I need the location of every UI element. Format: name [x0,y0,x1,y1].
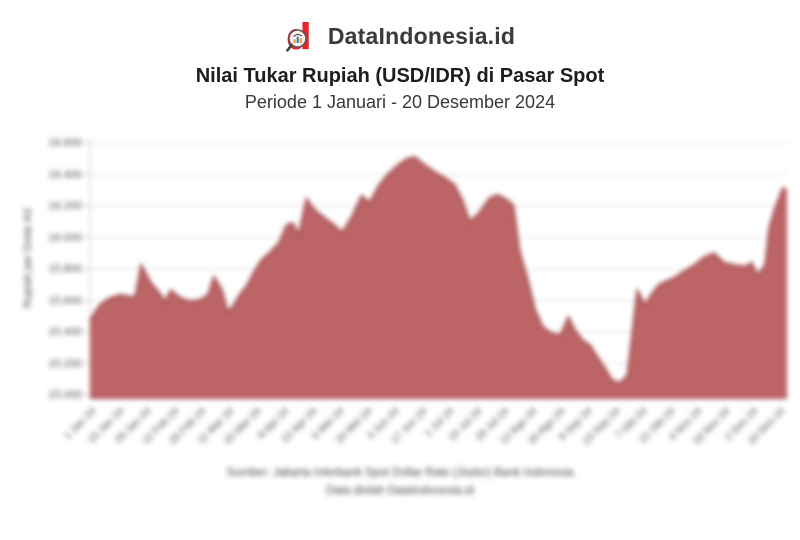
brand-name: DataIndonesia.id [327,22,516,49]
header: d DataIndonesia.id Nilai Tukar Rupiah (U… [0,0,800,113]
page-title: Nilai Tukar Rupiah (USD/IDR) di Pasar Sp… [195,65,605,87]
source-line-1: Sumber: Jakarta Interbank Spot Dollar Ra… [226,467,574,479]
page-subtitle: Periode 1 Januari - 20 Desember 2024 [244,92,556,112]
y-tick-label: 15.400 [48,326,82,338]
y-tick-label: 15.600 [48,294,82,307]
source-line-2: Data diolah DataIndonesia.id [326,485,474,497]
dataindonesia-logo-icon: d [286,17,312,55]
usd-idr-area-series [90,157,787,399]
y-tick-label: 16.000 [48,231,82,244]
y-tick-label: 15.200 [48,357,82,370]
y-axis-title: Rupiah per Dolar AS [22,207,34,309]
usd-idr-line [89,156,788,385]
y-tick-label: 16.400 [48,168,82,181]
y-tick-label: 16.200 [48,200,82,212]
area-chart [84,138,788,400]
brand: d DataIndonesia.id [0,0,800,57]
y-tick-label: 15.000 [48,389,82,401]
chart-figure: Rupiah per Dolar AS 15.000 15.200 15.400 15… [0,123,800,519]
y-tick-label: 16.600 [48,137,82,149]
y-tick-label: 15.800 [48,263,82,275]
